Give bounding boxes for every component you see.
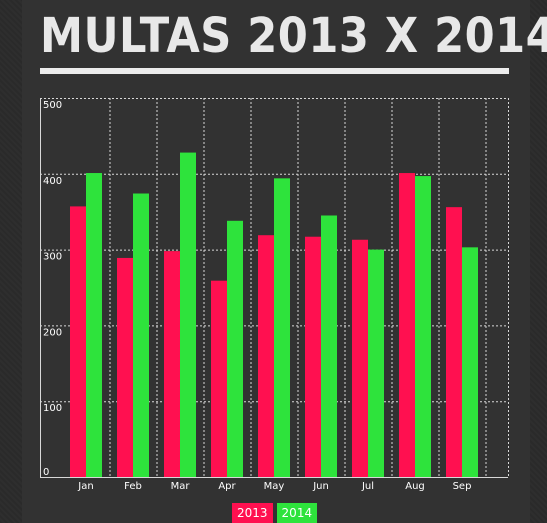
chart-legend: 2013 2014 (232, 503, 318, 523)
bar-2013-apr[interactable] (211, 280, 227, 477)
y-tick-label-500: 500 (43, 100, 62, 111)
page-title: MULTAS 2013 X 2014 (40, 8, 547, 64)
legend-item-2014[interactable]: 2014 (276, 503, 318, 523)
x-tick-label-sep: Sep (453, 481, 472, 492)
x-tick-label-apr: Apr (218, 481, 236, 492)
x-tick-label-jul: Jul (361, 481, 374, 492)
bar-2014-aug[interactable] (415, 176, 431, 477)
bar-2013-aug[interactable] (399, 173, 415, 478)
bar-2014-apr[interactable] (227, 220, 243, 477)
bar-2014-feb[interactable] (133, 193, 149, 477)
bar-2014-jun[interactable] (321, 215, 337, 478)
x-tick-label-aug: Aug (405, 481, 425, 492)
bars (70, 152, 478, 478)
bar-2014-jan[interactable] (86, 173, 102, 478)
bar-2014-sep[interactable] (462, 247, 478, 477)
bar-2014-may[interactable] (274, 178, 290, 477)
bar-2013-feb[interactable] (117, 257, 133, 477)
y-tick-label-100: 100 (43, 403, 62, 414)
y-tick-label-0: 0 (43, 467, 49, 478)
bar-2013-may[interactable] (258, 235, 274, 477)
legend-item-2013[interactable]: 2013 (232, 503, 273, 523)
bar-2013-jul[interactable] (352, 239, 368, 477)
x-tick-label-jan: Jan (77, 481, 93, 492)
y-tick-label-300: 300 (43, 252, 62, 263)
bar-2013-jan[interactable] (70, 206, 86, 478)
x-tick-label-jun: Jun (312, 481, 329, 492)
x-axis-ticks: Jan Feb Mar Apr May Jun Jul Aug Sep (77, 481, 471, 492)
x-tick-label-mar: Mar (171, 481, 191, 492)
bar-2013-mar[interactable] (164, 251, 180, 477)
x-tick-label-may: May (264, 481, 285, 492)
title-underline (40, 68, 509, 74)
y-axis-ticks: 0 100 200 300 400 500 (43, 100, 62, 478)
bar-2014-jul[interactable] (368, 249, 384, 477)
y-tick-label-400: 400 (43, 176, 62, 187)
bar-2013-sep[interactable] (446, 207, 462, 478)
bar-2014-mar[interactable] (180, 152, 196, 478)
y-tick-label-200: 200 (43, 327, 62, 338)
bar-2013-jun[interactable] (305, 236, 321, 477)
x-tick-label-feb: Feb (124, 481, 142, 492)
